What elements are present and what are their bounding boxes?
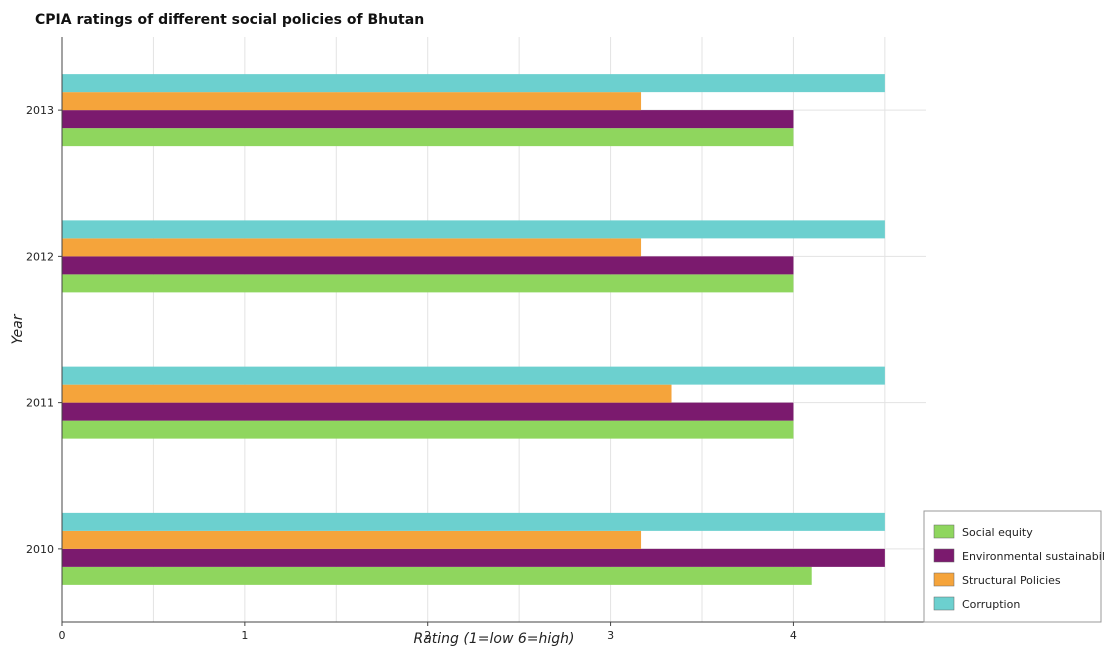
bar-structural-policies-2013 <box>62 92 642 111</box>
legend-label: Corruption <box>962 598 1020 611</box>
legend-swatch <box>933 596 955 611</box>
chart-title: CPIA ratings of different social policie… <box>35 12 424 28</box>
x-tick-label: 3 <box>607 629 614 642</box>
bars <box>62 74 885 585</box>
legend-label: Environmental sustainability <box>962 550 1105 563</box>
legend-swatch <box>933 572 955 587</box>
y-tick-label: 2013 <box>26 104 54 117</box>
legend-swatch <box>933 548 955 563</box>
legend-label: Social equity <box>962 526 1033 539</box>
axes: 2010 2011 2012 2013 0 1 2 3 4 <box>26 37 926 642</box>
x-tick-label: 1 <box>241 629 248 642</box>
bar-environmental-sustainability-2011 <box>62 402 794 421</box>
bar-environmental-sustainability-2010 <box>62 548 885 567</box>
bar-corruption-2013 <box>62 74 885 93</box>
y-tick-label: 2012 <box>26 250 54 263</box>
y-tick-label: 2011 <box>26 397 54 410</box>
bar-environmental-sustainability-2013 <box>62 110 794 129</box>
y-tick-label: 2010 <box>26 543 54 556</box>
legend-swatch <box>933 524 955 539</box>
bar-social-equity-2011 <box>62 420 794 439</box>
bar-social-equity-2012 <box>62 274 794 293</box>
bar-structural-policies-2011 <box>62 384 672 403</box>
x-tick-label: 2 <box>424 629 431 642</box>
y-axis-title: Year <box>10 313 26 344</box>
bar-social-equity-2010 <box>62 566 812 585</box>
bar-structural-policies-2012 <box>62 238 642 257</box>
x-tick-label: 4 <box>790 629 797 642</box>
legend: Social equity Environmental sustainabilit… <box>923 510 1105 623</box>
x-axis-title: Rating (1=low 6=high) <box>414 631 575 647</box>
bar-environmental-sustainability-2012 <box>62 256 794 275</box>
legend-label: Structural Policies <box>962 574 1061 587</box>
bar-corruption-2010 <box>62 512 885 531</box>
bar-corruption-2011 <box>62 366 885 385</box>
bar-social-equity-2013 <box>62 128 794 147</box>
x-tick-label: 0 <box>59 629 66 642</box>
bar-corruption-2012 <box>62 220 885 239</box>
bar-structural-policies-2010 <box>62 530 642 549</box>
